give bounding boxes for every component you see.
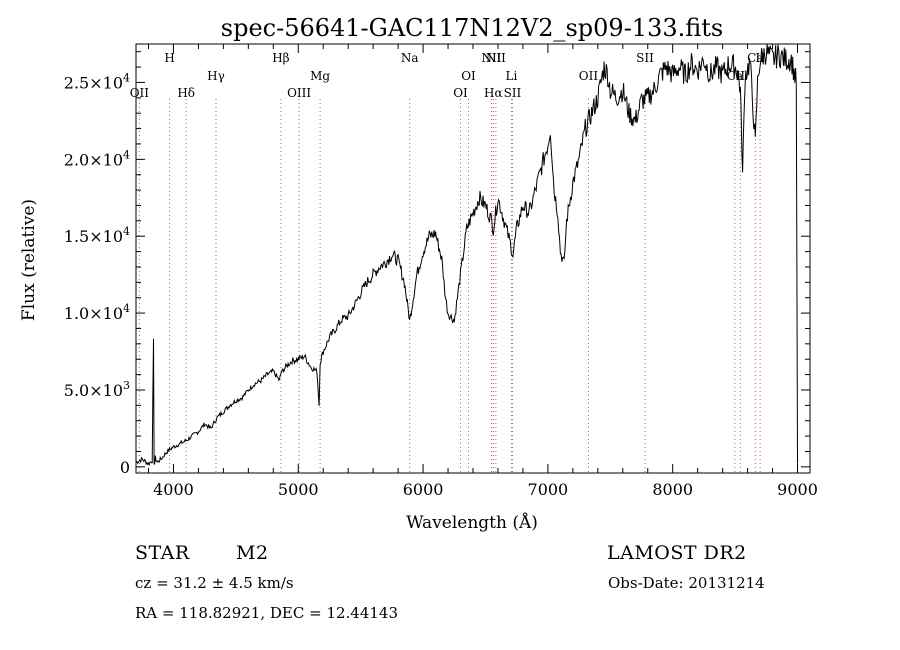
spectral-line-label: OI: [453, 86, 468, 100]
y-axis: 0 5.0×103 1.0×104 1.5×104 2.0×104 2.5×104: [64, 51, 810, 477]
spectral-line-label: Ca: [747, 51, 763, 65]
spectral-line-label: NII: [481, 51, 501, 65]
spectral-line-label: NII: [486, 51, 506, 65]
spectral-line-label: Hα: [484, 86, 503, 100]
spectral-line-label: Hβ: [272, 51, 289, 65]
spectral-line-label: OII: [130, 86, 150, 100]
y-axis-label: Flux (relative): [19, 199, 39, 321]
x-tick-label: 4000: [153, 480, 194, 499]
spectral-line-label: OI: [461, 69, 476, 83]
x-tick-label: 6000: [403, 480, 444, 499]
plot-frame: [135, 43, 811, 474]
spectral-line-label: Mg: [310, 69, 330, 83]
spectral-line-label: Hγ: [207, 69, 225, 83]
spectral-line-label: II: [736, 69, 746, 83]
y-tick-label: 0: [120, 458, 130, 477]
redshift-text: cz = 31.2 ± 4.5 km/s: [135, 574, 294, 592]
spectral-line-label: OIII: [287, 86, 311, 100]
spectrum-series-line: [135, 43, 798, 467]
survey-name: LAMOST DR2: [607, 542, 747, 564]
spectral-line-label: II: [755, 51, 765, 65]
object-subclass: M2: [236, 542, 269, 564]
x-axis: 4000 5000 6000 7000 8000 9000: [147, 44, 818, 499]
spectral-line-label: Hδ: [177, 86, 195, 100]
x-tick-label: 8000: [652, 480, 693, 499]
coordinates: RA = 118.82921, DEC = 12.44143: [135, 604, 399, 622]
spectral-line-label: Li: [506, 69, 518, 83]
chart-title: spec-56641-GAC117N12V2_sp09-133.fits: [221, 14, 723, 42]
y-tick-label: 2.0×104: [64, 148, 130, 169]
x-axis-label: Wavelength (Å): [406, 512, 538, 533]
spectral-line-label: OII: [579, 69, 599, 83]
y-tick-label: 2.5×104: [64, 71, 130, 92]
x-tick-label: 7000: [528, 480, 569, 499]
spectral-line-markers: OIIHHδHγHβOIIIMgNaOIOINIIHαNIILiSIIOIISI…: [130, 51, 765, 473]
y-tick-label: 5.0×103: [64, 379, 130, 400]
spectral-line-label: SII: [636, 51, 654, 65]
spectral-line-label: H: [164, 51, 174, 65]
obs-date: Obs-Date: 20131214: [608, 574, 765, 592]
spectral-line-label: Na: [401, 51, 419, 65]
object-class: STAR: [135, 542, 190, 564]
x-tick-label: 5000: [278, 480, 319, 499]
x-tick-label: 9000: [777, 480, 818, 499]
spectral-line-label: SII: [504, 86, 522, 100]
y-tick-label: 1.0×104: [64, 302, 130, 323]
y-tick-label: 1.5×104: [64, 225, 130, 246]
